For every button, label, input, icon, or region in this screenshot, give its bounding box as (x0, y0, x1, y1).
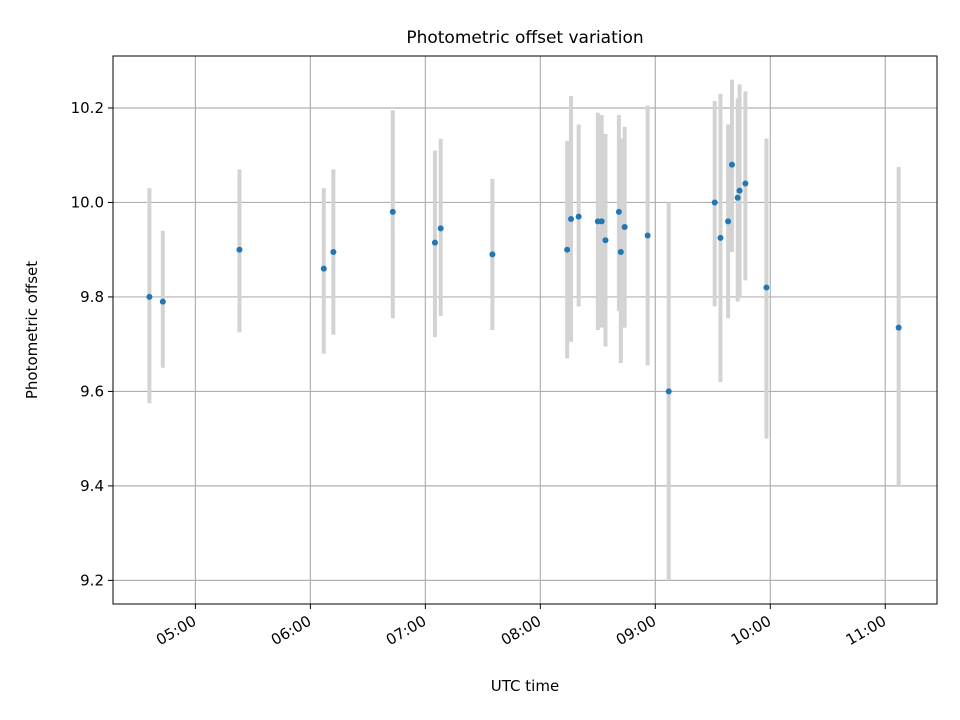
data-point (564, 246, 571, 253)
y-tick-label: 10.2 (71, 99, 104, 117)
data-point (895, 324, 902, 331)
data-point (489, 251, 496, 258)
grid (113, 56, 937, 604)
data-point (567, 215, 574, 222)
y-axis: 9.2 9.4 9.6 9.8 10.0 10.2 (71, 99, 113, 589)
chart-title: Photometric offset variation (406, 28, 643, 48)
data-point (734, 194, 741, 201)
data-point (575, 213, 582, 220)
data-point (389, 208, 396, 215)
y-tick-label: 9.6 (80, 382, 104, 400)
y-axis-label: Photometric offset (23, 261, 41, 399)
data-point (437, 225, 444, 232)
data-point (236, 246, 243, 253)
y-tick-label: 9.2 (80, 571, 104, 589)
data-point (665, 388, 672, 395)
plot-frame (112, 55, 938, 605)
data-point (330, 249, 337, 256)
data-point (717, 234, 724, 241)
data-point (644, 232, 651, 239)
y-tick-label: 9.8 (80, 288, 104, 306)
y-tick-label: 10.0 (71, 193, 104, 211)
data-point (736, 187, 743, 194)
data-point (711, 199, 718, 206)
y-tick-label: 9.4 (80, 477, 104, 495)
data-point (159, 298, 166, 305)
data-point (431, 239, 438, 246)
x-axis-label: UTC time (491, 677, 559, 695)
data-point (602, 237, 609, 244)
data-point (598, 218, 605, 225)
data-point (320, 265, 327, 272)
data-points (146, 161, 902, 395)
data-point (621, 224, 628, 231)
data-point (763, 284, 770, 291)
data-point (617, 249, 624, 256)
data-point (742, 180, 749, 187)
data-point (615, 208, 622, 215)
data-point (146, 293, 153, 300)
data-point (728, 161, 735, 168)
data-point (725, 218, 732, 225)
